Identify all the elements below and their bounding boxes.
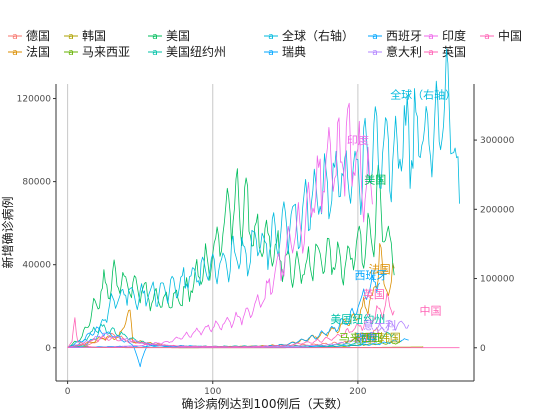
legend-glyph: a (152, 32, 158, 42)
y-left-tick-label: 40000 (22, 261, 51, 271)
legend-glyph: a (268, 32, 274, 42)
series-line-4 (67, 164, 395, 348)
legend-label: 瑞典 (282, 45, 306, 59)
legend-label: 法国 (26, 45, 50, 59)
series-annotation: 全球（右轴） (390, 88, 456, 102)
series-line-10 (67, 102, 373, 348)
legend-item: a 德国 (8, 28, 50, 43)
legend-glyph: a (428, 32, 434, 42)
legend-glyph: a (428, 48, 434, 58)
y-right-tick-label: 300000 (480, 136, 515, 146)
series-annotation: 西班牙 (354, 269, 387, 282)
y-right-tick-label: 200000 (480, 205, 515, 215)
series-lines (67, 48, 460, 368)
series-annotation: 韩国 (379, 331, 401, 345)
x-axis-title: 确诊病例达到100例后（天数） (182, 396, 349, 411)
legend-glyph: a (68, 32, 74, 42)
legend-item: a 意大利 (368, 44, 422, 59)
legend-glyph: a (484, 32, 490, 42)
legend-glyph: a (372, 32, 378, 42)
legend-label: 美国 (166, 29, 190, 43)
legend-item: a 美国纽约州 (148, 44, 226, 59)
legend-label: 西班牙 (386, 29, 422, 43)
legend-item: a 韩国 (64, 28, 106, 43)
series-annotation: 美国纽约州 (330, 312, 385, 326)
legend: a 德国 a 法国 a 韩国 a 马来西亚 a 美国 a 美国纽约州 a 全球（右轴） a 瑞典 a 西班牙 a 意大… (8, 28, 522, 59)
legend-item: a 马来西亚 (64, 45, 130, 59)
y-axis-title: 新增确诊病例 (0, 196, 15, 268)
legend-label: 德国 (26, 28, 50, 43)
series-annotation: 马来西亚 (339, 332, 383, 345)
legend-item: a 西班牙 (368, 29, 422, 43)
legend-label: 马来西亚 (82, 45, 130, 59)
legend-label: 美国纽约州 (166, 44, 226, 59)
legend-item: a 瑞典 (264, 45, 306, 59)
legend-glyph: a (12, 48, 18, 58)
series-annotation: 中国 (419, 305, 441, 318)
legend-glyph: a (372, 48, 378, 58)
y-left-tick-label: 80000 (22, 178, 51, 188)
legend-item: a 中国 (480, 28, 522, 43)
y-left-tick-label: 0 (45, 344, 51, 354)
series-line-12 (67, 317, 460, 349)
legend-label: 中国 (498, 28, 522, 43)
y-right-tick-label: 0 (480, 344, 486, 354)
legend-item: a 美国 (148, 29, 190, 43)
legend-glyph: a (152, 48, 158, 58)
legend-glyph: a (12, 32, 18, 42)
legend-glyph: a (268, 48, 274, 58)
series-line-6 (67, 48, 460, 348)
series-annotation: 意大利 (363, 318, 396, 332)
legend-label: 意大利 (386, 44, 422, 59)
series-annotation: 瑞典 (356, 331, 378, 345)
x-tick-label: 200 (349, 387, 366, 397)
legend-label: 印度 (442, 28, 466, 43)
legend-glyph: a (68, 48, 74, 58)
y-left-tick-label: 120000 (17, 95, 52, 105)
x-tick-label: 0 (65, 387, 71, 397)
series-annotation: 德国 (354, 331, 376, 345)
series-annotation: 印度 (347, 133, 369, 147)
x-tick-label: 100 (204, 387, 221, 397)
legend-item: a 全球（右轴） (264, 28, 354, 43)
series-annotation: 美国 (364, 174, 386, 187)
legend-item: a 英国 (424, 45, 466, 59)
y-right-tick-label: 100000 (480, 275, 515, 285)
legend-item: a 法国 (8, 45, 50, 59)
legend-item: a 印度 (424, 28, 466, 43)
axes: 0 40000 80000 120000 0 100000 200000 300000 0 100… (17, 84, 515, 397)
legend-label: 英国 (442, 45, 466, 59)
series-line-11 (67, 293, 395, 348)
series-annotation: 英国 (363, 287, 385, 301)
legend-label: 韩国 (82, 28, 106, 43)
legend-label: 全球（右轴） (282, 28, 354, 43)
series-annotation: 法国 (369, 262, 391, 276)
